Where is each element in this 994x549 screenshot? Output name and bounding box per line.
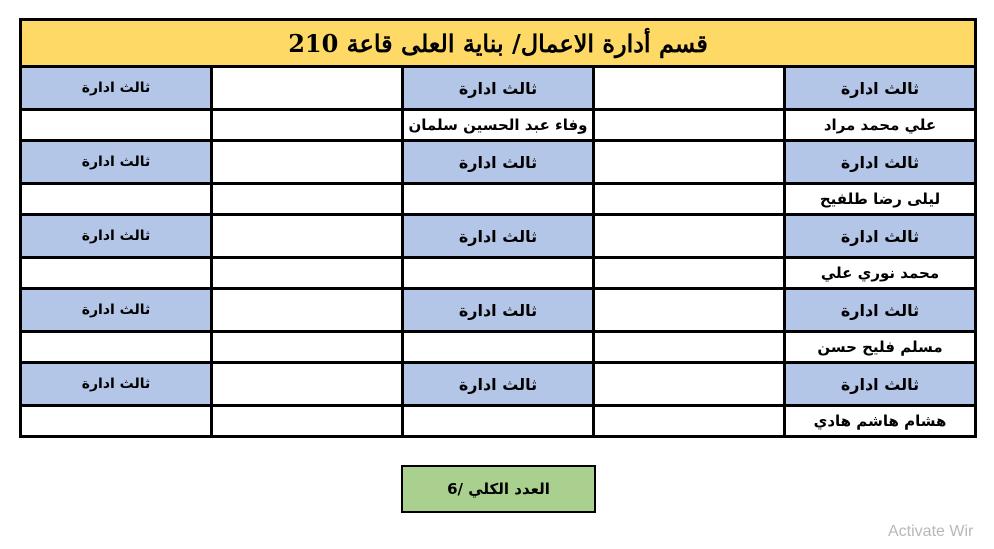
empty-cell bbox=[592, 139, 786, 185]
empty-cell bbox=[592, 287, 786, 333]
grade-cell: ثالث ادارة bbox=[783, 287, 977, 333]
grade-cell: ثالث ادارة bbox=[401, 287, 595, 333]
empty-cell bbox=[592, 404, 786, 438]
grade-cell: ثالث ادارة bbox=[19, 213, 213, 259]
grade-cell: ثالث ادارة bbox=[783, 139, 977, 185]
title-row: قسم أدارة الاعمال/ بناية العلى قاعة 210 bbox=[19, 18, 977, 68]
empty-cell bbox=[210, 139, 404, 185]
empty-cell bbox=[592, 65, 786, 111]
empty-cell bbox=[592, 330, 786, 364]
grade-cell: ثالث ادارة bbox=[401, 139, 595, 185]
student-name: ليلى رضا طلفيح bbox=[783, 182, 977, 216]
grade-cell: ثالث ادارة bbox=[783, 361, 977, 407]
empty-cell bbox=[19, 182, 213, 216]
empty-cell bbox=[19, 256, 213, 290]
total-count: العدد الكلي /6 bbox=[401, 465, 596, 513]
empty-cell bbox=[592, 361, 786, 407]
empty-cell bbox=[19, 404, 213, 438]
grade-row: ثالث ادارة ثالث ادارة ثالث ادارة bbox=[19, 361, 977, 407]
empty-cell bbox=[592, 213, 786, 259]
student-name bbox=[401, 404, 595, 438]
activate-windows-watermark: Activate Wir bbox=[888, 523, 974, 540]
empty-cell bbox=[210, 65, 404, 111]
student-name bbox=[401, 256, 595, 290]
grade-cell: ثالث ادارة bbox=[19, 139, 213, 185]
empty-cell bbox=[19, 108, 213, 142]
grade-cell: ثالث ادارة bbox=[19, 287, 213, 333]
grade-cell: ثالث ادارة bbox=[401, 65, 595, 111]
name-row: علي محمد مراد وفاء عبد الحسين سلمان bbox=[19, 108, 977, 142]
empty-cell bbox=[210, 108, 404, 142]
empty-cell bbox=[210, 404, 404, 438]
grade-row: ثالث ادارة ثالث ادارة ثالث ادارة bbox=[19, 287, 977, 333]
empty-cell bbox=[210, 213, 404, 259]
name-row: ليلى رضا طلفيح bbox=[19, 182, 977, 216]
grade-cell: ثالث ادارة bbox=[783, 65, 977, 111]
grade-cell: ثالث ادارة bbox=[401, 213, 595, 259]
empty-cell bbox=[210, 287, 404, 333]
empty-cell bbox=[592, 182, 786, 216]
empty-cell bbox=[210, 361, 404, 407]
student-name: وفاء عبد الحسين سلمان bbox=[401, 108, 595, 142]
table-title: قسم أدارة الاعمال/ بناية العلى قاعة 210 bbox=[19, 18, 977, 68]
name-row: محمد نوري علي bbox=[19, 256, 977, 290]
empty-cell bbox=[210, 256, 404, 290]
grade-cell: ثالث ادارة bbox=[401, 361, 595, 407]
empty-cell bbox=[592, 108, 786, 142]
empty-cell bbox=[592, 256, 786, 290]
name-row: مسلم فليح حسن bbox=[19, 330, 977, 364]
grade-cell: ثالث ادارة bbox=[783, 213, 977, 259]
student-name bbox=[401, 330, 595, 364]
student-name: هشام هاشم هادي bbox=[783, 404, 977, 438]
student-name bbox=[401, 182, 595, 216]
grade-row: ثالث ادارة ثالث ادارة ثالث ادارة bbox=[19, 65, 977, 111]
seating-table: قسم أدارة الاعمال/ بناية العلى قاعة 210 … bbox=[19, 18, 977, 438]
grade-cell: ثالث ادارة bbox=[19, 65, 213, 111]
grade-row: ثالث ادارة ثالث ادارة ثالث ادارة bbox=[19, 139, 977, 185]
empty-cell bbox=[19, 330, 213, 364]
empty-cell bbox=[210, 330, 404, 364]
student-name: محمد نوري علي bbox=[783, 256, 977, 290]
grade-row: ثالث ادارة ثالث ادارة ثالث ادارة bbox=[19, 213, 977, 259]
name-row: هشام هاشم هادي bbox=[19, 404, 977, 438]
empty-cell bbox=[210, 182, 404, 216]
student-name: علي محمد مراد bbox=[783, 108, 977, 142]
grade-cell: ثالث ادارة bbox=[19, 361, 213, 407]
student-name: مسلم فليح حسن bbox=[783, 330, 977, 364]
